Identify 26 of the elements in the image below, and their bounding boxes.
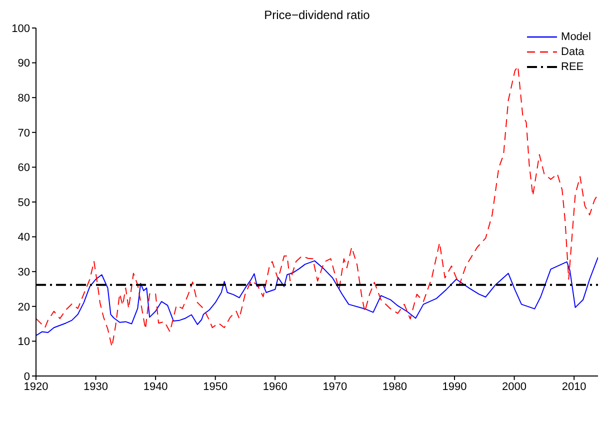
y-tick-label: 20 [18,301,30,314]
y-tick-label: 10 [18,336,30,348]
y-tick-label: 30 [18,266,30,279]
x-tick-label: 2010 [562,380,586,393]
chart-title: Price−dividend ratio [263,8,371,22]
y-tick-label: 80 [18,92,30,105]
line-series [36,256,598,336]
x-tick-label: 1970 [322,380,348,393]
y-tick-label: 50 [18,196,30,209]
x-tick-label: 1960 [262,380,288,393]
x-tick-label: 1980 [382,380,407,393]
legend-label: Data [561,46,584,58]
legend-label: Model [561,30,591,42]
y-tick-label: 40 [18,232,30,244]
y-tick-label: 0 [24,370,30,383]
legend-label: REE [561,60,584,72]
x-tick-label: 2000 [502,380,527,393]
x-tick-label: 1950 [203,380,228,393]
y-tick-label: 60 [18,162,30,174]
x-tick-label: 1920 [24,380,48,393]
y-tick-label: 100 [12,22,30,35]
y-tick-label: 90 [18,58,30,70]
x-tick-label: 1940 [143,380,168,393]
x-tick-label: 1990 [442,380,467,393]
x-tick-label: 1930 [84,380,108,393]
y-tick-label: 70 [18,127,30,140]
